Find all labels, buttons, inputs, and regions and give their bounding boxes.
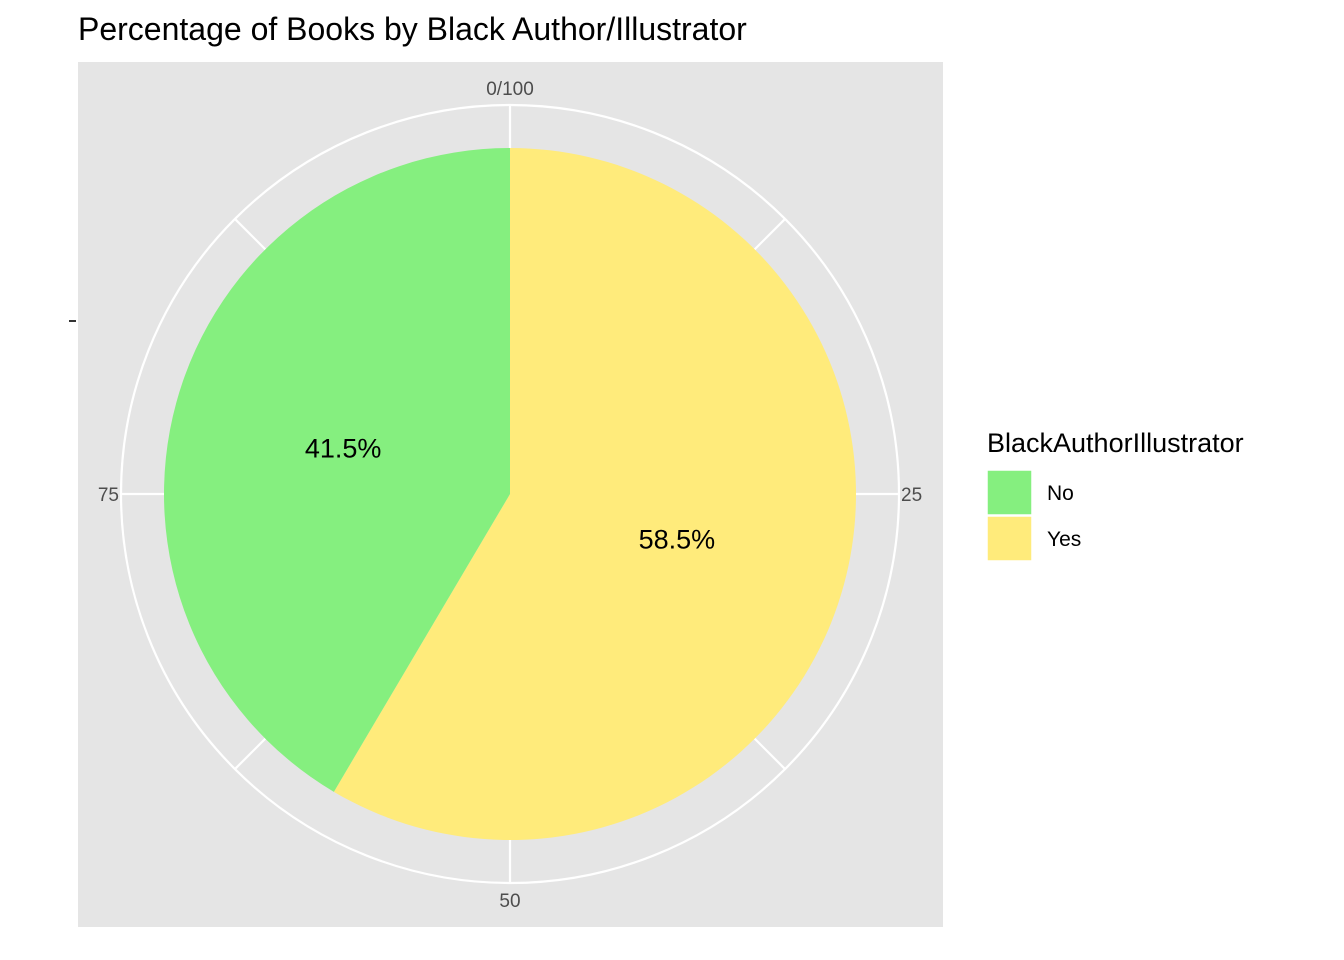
grid-spoke: [753, 737, 786, 770]
legend-key-no: [986, 469, 1033, 516]
legend-title: BlackAuthorIllustrator: [987, 428, 1244, 458]
chart-title: Percentage of Books by Black Author/Illu…: [78, 11, 747, 47]
slice-label-yes: 58.5%: [639, 525, 716, 555]
grid-spoke: [753, 218, 786, 251]
theta-tick-label: 0/100: [486, 79, 534, 100]
pie-slice-no: [163, 147, 511, 792]
theta-tick-label: 25: [901, 485, 922, 506]
grid-spoke: [234, 218, 267, 251]
legend-key-yes: [986, 515, 1033, 562]
legend-label-yes: Yes: [1047, 528, 1081, 551]
polar-grid: [119, 103, 901, 885]
slice-label-no: 41.5%: [305, 433, 382, 463]
pie-slices: [163, 147, 856, 840]
slice-labels: 58.5% 41.5%: [305, 433, 715, 554]
pie-slice-yes: [333, 148, 856, 840]
grid-spoke: [234, 737, 267, 770]
theta-tick-label: 50: [499, 891, 520, 912]
legend: BlackAuthorIllustrator No Yes: [986, 428, 1244, 562]
legend-label-no: No: [1047, 482, 1074, 505]
legend-entries: No Yes: [986, 469, 1081, 562]
angular-tick-labels: 0/100 25 50 75: [98, 79, 922, 912]
theta-tick-label: 75: [98, 485, 119, 506]
